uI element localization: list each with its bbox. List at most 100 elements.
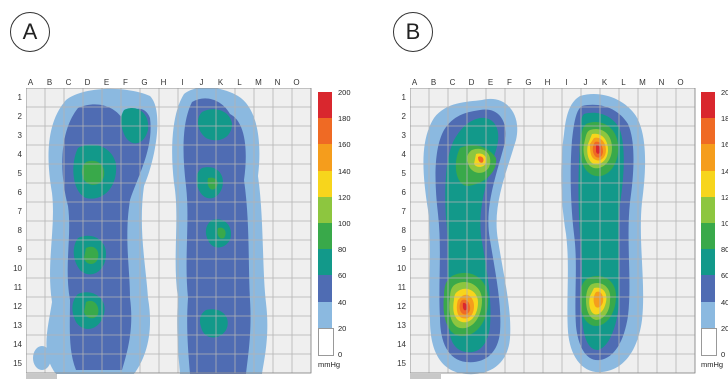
column-header: N — [658, 78, 665, 87]
scale-tick-label: 60 — [338, 271, 347, 281]
scale-tick-label: 120 — [338, 192, 351, 202]
pressure-zone-160 — [593, 291, 604, 308]
column-header: M — [639, 78, 646, 87]
column-header: J — [583, 78, 588, 87]
scale-tick-label: 160 — [721, 140, 728, 150]
scale-tick-label: 0 — [338, 350, 343, 359]
scale-tick-label: 180 — [338, 114, 351, 124]
grid-border — [410, 88, 696, 374]
scale-tick-label: 100 — [721, 219, 728, 228]
column-header: A — [27, 78, 34, 87]
row-header: 7 — [401, 206, 406, 216]
pressure-zone-200 — [462, 302, 468, 311]
scale-tick-label: 80 — [721, 245, 728, 255]
row-header: 14 — [397, 339, 406, 349]
row-header: 1 — [401, 92, 406, 102]
column-header: B — [46, 78, 53, 87]
column-header: M — [255, 78, 262, 87]
row-header: 5 — [401, 168, 406, 178]
panel-b-label: B — [393, 12, 433, 52]
scale-swatch — [701, 327, 717, 356]
scale-tick-label: 0 — [721, 350, 726, 359]
grid-lines — [410, 88, 696, 374]
column-header: B — [430, 78, 437, 87]
scale-swatch — [318, 144, 332, 171]
row-header: 3 — [401, 130, 406, 140]
row-header: 2 — [17, 111, 22, 121]
panel-b-pressure-map — [410, 88, 696, 379]
pressure-zone-100 — [217, 227, 226, 239]
row-header: 6 — [17, 187, 22, 197]
scale-tick-label: 100 — [338, 219, 351, 228]
scale-swatch — [701, 249, 715, 276]
column-header: L — [237, 78, 242, 87]
column-header: C — [449, 78, 456, 87]
scale-swatch — [318, 223, 332, 250]
scale-swatch — [318, 118, 332, 145]
pressure-zone-20 — [33, 346, 51, 370]
panel-b-plot — [410, 88, 696, 379]
scale-unit: mmHg — [318, 360, 341, 369]
row-header: 13 — [13, 320, 22, 330]
scale-swatch — [701, 196, 715, 223]
column-header: I — [181, 78, 184, 87]
scale-tick-label: 60 — [721, 271, 728, 281]
scroll-stub — [26, 374, 57, 379]
scale-tick-label: 40 — [338, 297, 347, 307]
scale-swatch — [318, 92, 332, 119]
pressure-zone-80 — [197, 109, 232, 141]
column-header: N — [274, 78, 281, 87]
column-header: O — [677, 78, 684, 87]
scale-swatch — [701, 144, 715, 171]
pressure-zone-100 — [81, 160, 105, 185]
panel-a-pressure-map — [26, 88, 312, 379]
column-header: K — [217, 78, 224, 87]
column-header: L — [621, 78, 626, 87]
panel-a-label: A — [10, 12, 50, 52]
panel-a-plot — [26, 88, 312, 379]
grid-border — [26, 88, 312, 374]
row-header: 15 — [397, 358, 406, 368]
scale-swatch — [318, 170, 332, 197]
row-header: 1 — [17, 92, 22, 102]
row-header: 5 — [17, 168, 22, 178]
scale-tick-label: 20 — [338, 323, 347, 333]
row-header: 11 — [13, 282, 22, 292]
scale-swatch — [701, 118, 715, 145]
scale-swatch — [701, 170, 715, 197]
scale-tick-label: 140 — [338, 166, 351, 176]
row-header: 10 — [397, 263, 406, 273]
scale-swatch — [318, 249, 332, 276]
row-header: 11 — [397, 282, 406, 292]
scale-tick-label: 140 — [721, 166, 728, 176]
row-header: 9 — [401, 244, 406, 254]
scale-tick-label: 180 — [721, 114, 728, 124]
row-header: 6 — [401, 187, 406, 197]
column-header: C — [65, 78, 72, 87]
row-header: 9 — [17, 244, 22, 254]
row-header: 3 — [17, 130, 22, 140]
column-header: G — [525, 78, 532, 87]
panel-a: A A B C D E F G H I J K L M N O 1 2 3 4 5 6 7 8 9 10 11 12 13 14 15 2… — [10, 12, 351, 379]
scale-swatch — [318, 275, 332, 302]
row-header: 4 — [17, 149, 22, 159]
scale-tick-label: 200 — [721, 88, 728, 97]
column-header: A — [411, 78, 418, 87]
scale-swatch — [701, 275, 715, 302]
scale-swatch — [318, 301, 332, 328]
row-header: 14 — [13, 339, 22, 349]
column-header: I — [565, 78, 568, 87]
column-header: H — [160, 78, 167, 87]
row-header: 12 — [13, 301, 22, 311]
scale-swatch — [318, 196, 332, 223]
panel-b: B A B C D E F G H I J K L M N O 1 2 3 4 5 6 7 8 9 10 11 12 13 14 15 2… — [364, 0, 728, 379]
row-header: 8 — [17, 225, 22, 235]
column-header: D — [84, 78, 91, 87]
scale-tick-label: 40 — [721, 297, 728, 307]
scale-tick-label: 120 — [721, 192, 728, 202]
grid-lines — [26, 88, 312, 374]
pressure-zone-100 — [84, 300, 99, 319]
row-header: 10 — [13, 263, 22, 273]
scale-tick-label: 200 — [338, 88, 351, 97]
scale-tick-label: 160 — [338, 140, 351, 150]
